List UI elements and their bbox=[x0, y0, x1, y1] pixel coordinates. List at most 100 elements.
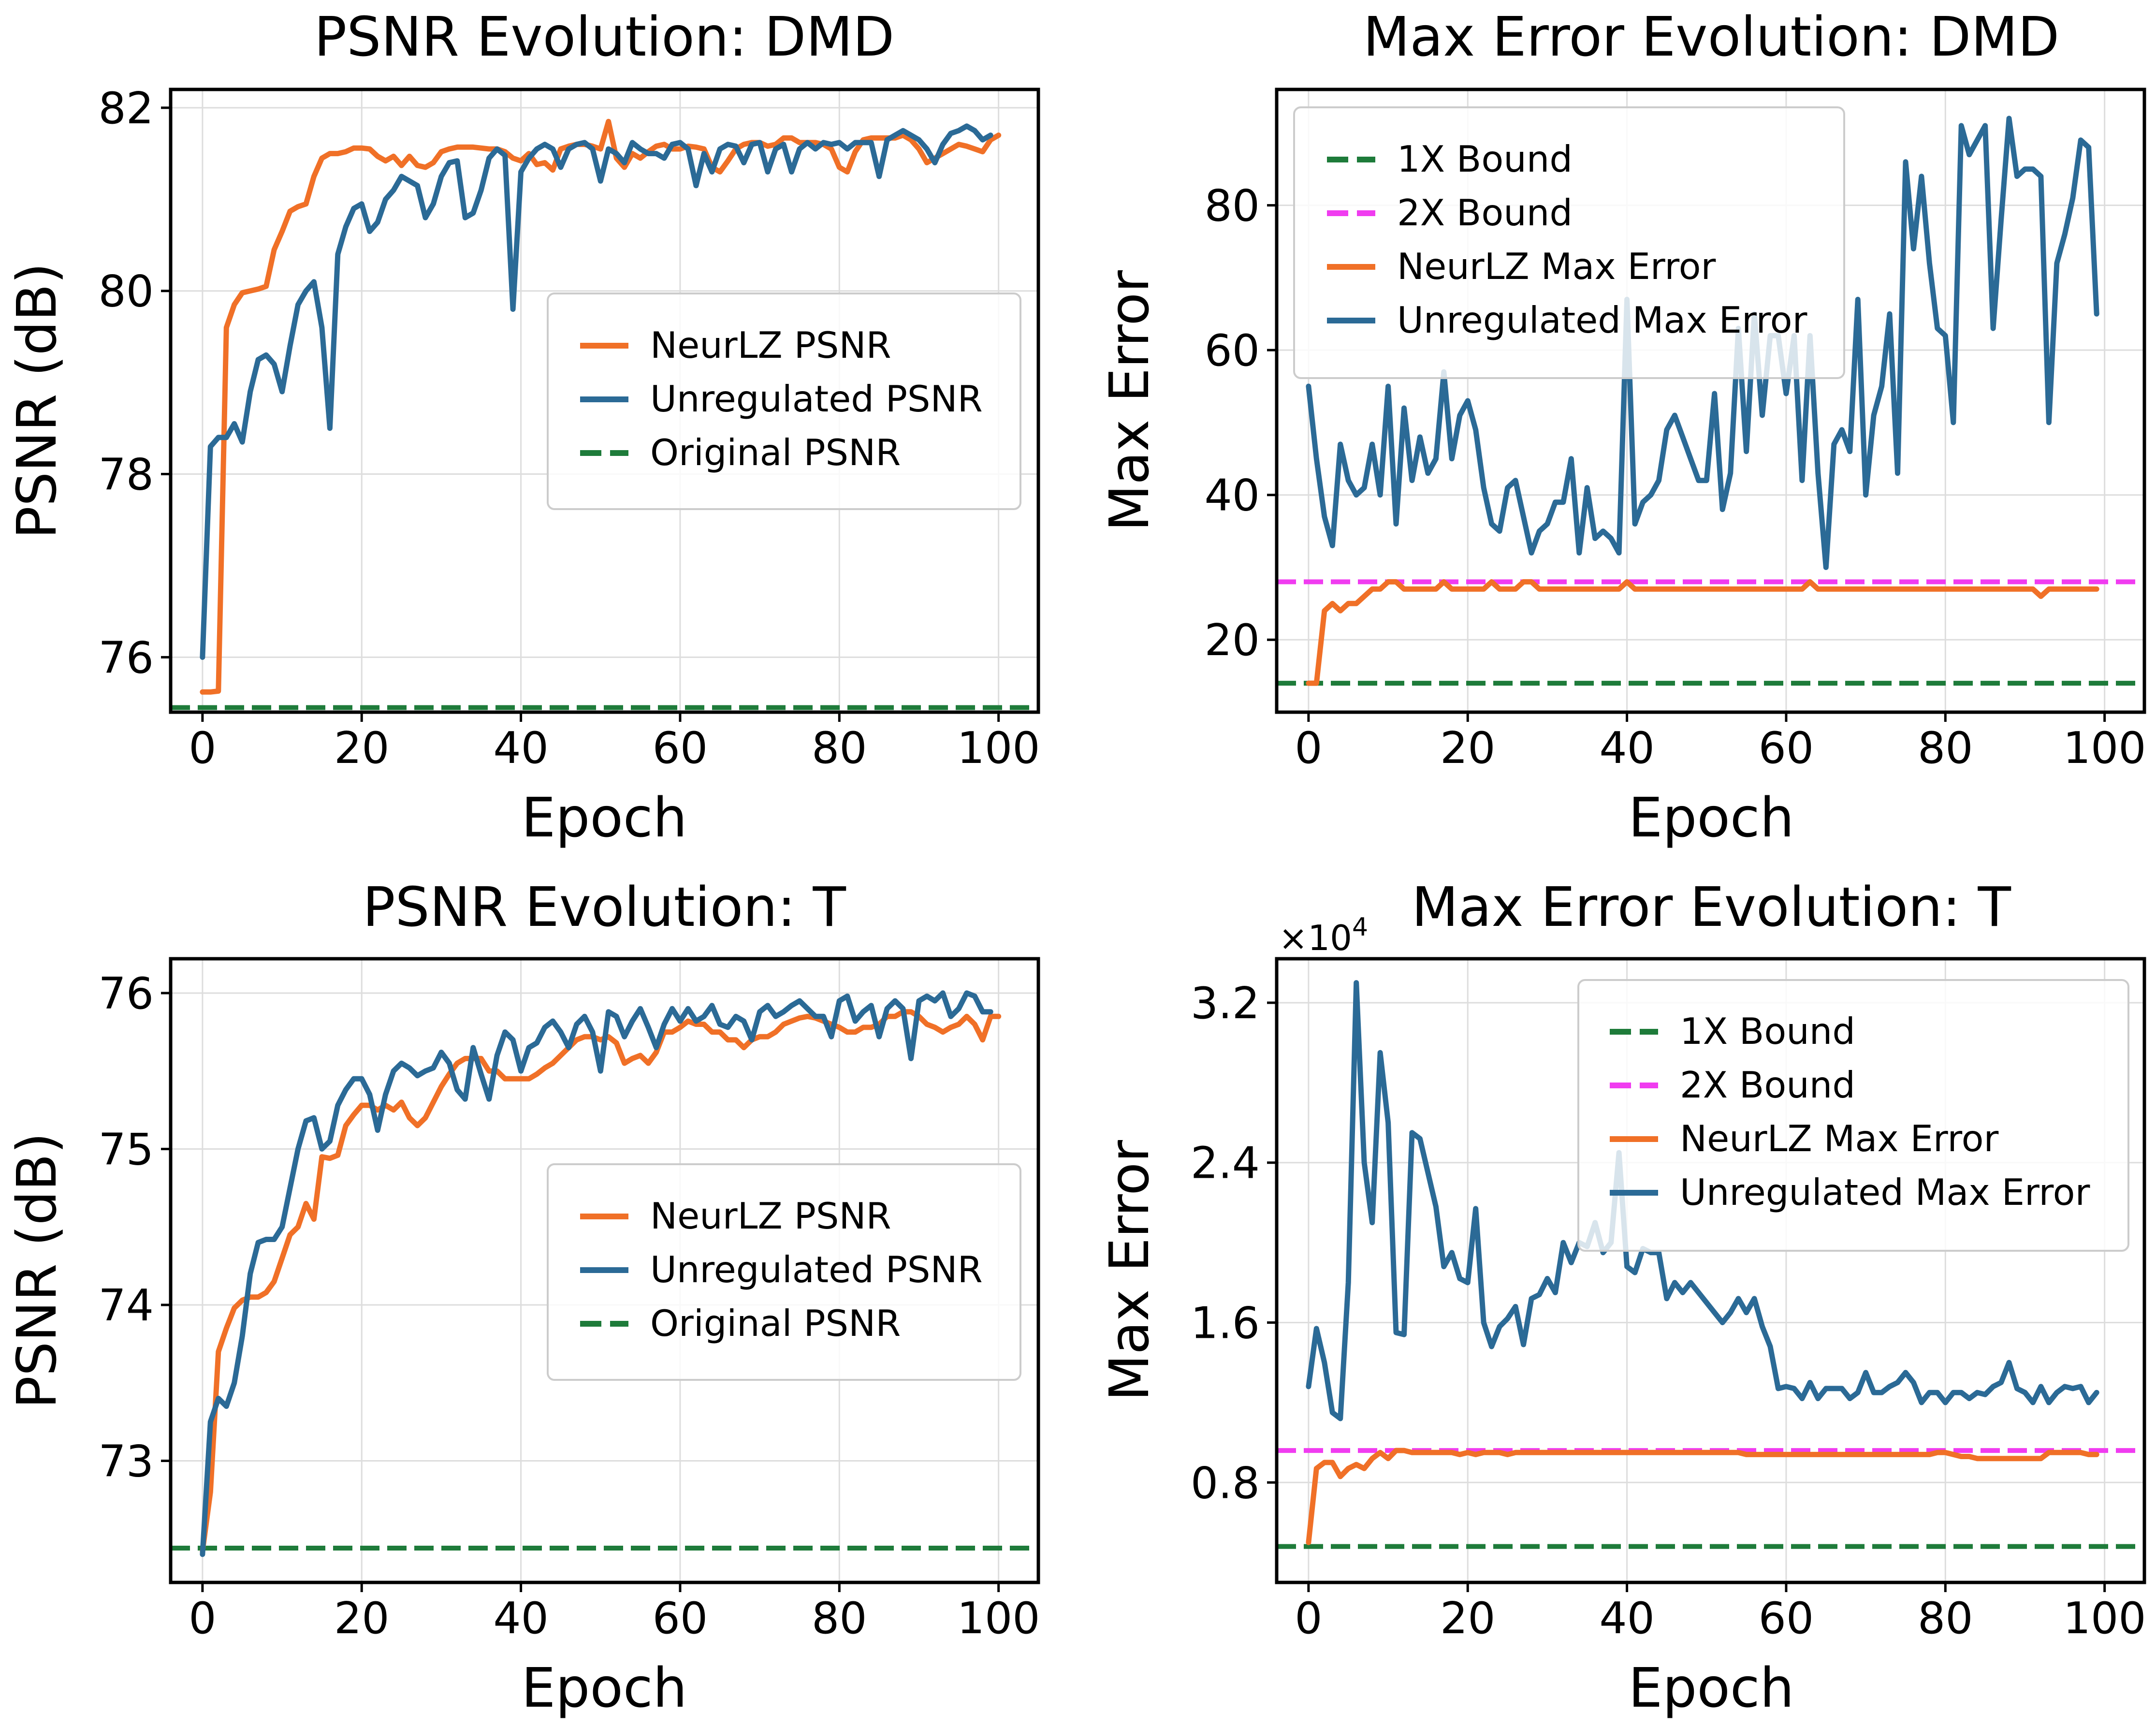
x-tick-label: 0 bbox=[189, 723, 216, 774]
series-lines bbox=[1306, 980, 2099, 1545]
x-tick-label: 0 bbox=[1295, 723, 1322, 774]
series-line-neurlz-psnr bbox=[200, 1009, 1002, 1554]
series-line-unregulated-max-error bbox=[1306, 116, 2099, 570]
y-tick-label: 82 bbox=[98, 83, 154, 134]
series-line-unregulated-max-error bbox=[1306, 980, 2099, 1421]
y-tick-label: 73 bbox=[98, 1436, 154, 1487]
x-axis-label: Epoch bbox=[522, 787, 687, 849]
series-line-neurlz-max-error bbox=[1306, 1448, 2099, 1545]
x-tick-label: 20 bbox=[334, 1593, 390, 1644]
y-tick-label: 76 bbox=[98, 968, 154, 1019]
y-tick-label: 3.2 bbox=[1191, 978, 1260, 1029]
x-tick-label: 40 bbox=[1599, 723, 1655, 774]
x-tick-label: 60 bbox=[653, 1593, 708, 1644]
x-ticks: 0 20 40 60 80 100 bbox=[189, 712, 1040, 774]
y-tick-label: 75 bbox=[98, 1124, 154, 1175]
y-tick-label: 60 bbox=[1204, 325, 1260, 376]
constant-lines bbox=[1277, 1448, 2144, 1549]
series-line-neurlz-psnr bbox=[200, 118, 1002, 695]
y-ticks: 73 74 75 76 bbox=[98, 968, 171, 1487]
y-ticks: 20 40 60 80 bbox=[1204, 181, 1277, 666]
legend-label: Original PSNR bbox=[650, 1302, 901, 1345]
y-tick-label: 20 bbox=[1204, 615, 1260, 666]
x-tick-label: 0 bbox=[1295, 1593, 1322, 1644]
legend-label: NeurLZ Max Error bbox=[1397, 245, 1716, 288]
legend: NeurLZ PSNR Unregulated PSNR Original PS… bbox=[547, 293, 1021, 510]
y-tick-label: 78 bbox=[98, 450, 154, 500]
legend: 1X Bound 2X Bound NeurLZ Max Error Unreg… bbox=[1577, 979, 2129, 1252]
series-lines bbox=[200, 118, 1002, 695]
y-tick-label: 1.6 bbox=[1191, 1298, 1260, 1349]
legend-label: Unregulated PSNR bbox=[650, 378, 983, 420]
y-tick-label: 80 bbox=[98, 266, 154, 317]
legend-label: 1X Bound bbox=[1397, 138, 1573, 180]
legend-label: 2X Bound bbox=[1680, 1064, 1855, 1106]
legend-label: NeurLZ Max Error bbox=[1680, 1117, 1998, 1160]
x-tick-label: 20 bbox=[1440, 723, 1496, 774]
x-tick-label: 40 bbox=[493, 1593, 549, 1644]
plot-frame bbox=[169, 88, 1040, 714]
chart-title: Max Error Evolution: T bbox=[1412, 876, 2011, 939]
chart-title: PSNR Evolution: T bbox=[363, 876, 846, 939]
x-tick-label: 80 bbox=[812, 1593, 867, 1644]
legend-label: Original PSNR bbox=[650, 431, 901, 474]
legend: NeurLZ PSNR Unregulated PSNR Original PS… bbox=[547, 1163, 1021, 1381]
y-tick-label: 2.4 bbox=[1191, 1138, 1260, 1189]
legend-label: NeurLZ PSNR bbox=[650, 1195, 891, 1237]
y-ticks: 76 78 80 82 bbox=[98, 83, 171, 683]
plot-frame bbox=[169, 957, 1040, 1584]
y-axis-label: Max Error bbox=[1098, 270, 1161, 531]
plot-frame bbox=[1275, 957, 2146, 1584]
plot-frame bbox=[1275, 88, 2146, 714]
legend-box bbox=[1577, 979, 2129, 1252]
x-axis-label: Epoch bbox=[522, 1657, 687, 1720]
series-lines bbox=[200, 990, 1002, 1557]
x-axis-label: Epoch bbox=[1629, 787, 1794, 849]
chart-title: Max Error Evolution: DMD bbox=[1363, 6, 2059, 69]
legend: 1X Bound 2X Bound NeurLZ Max Error Unreg… bbox=[1293, 106, 1845, 379]
y-tick-label: 80 bbox=[1204, 181, 1260, 232]
x-axis-label: Epoch bbox=[1629, 1657, 1794, 1720]
x-ticks: 0 20 40 60 80 100 bbox=[189, 1582, 1040, 1644]
x-tick-label: 20 bbox=[334, 723, 390, 774]
legend-label: Unregulated PSNR bbox=[650, 1248, 983, 1291]
x-tick-label: 80 bbox=[812, 723, 867, 774]
y-tick-label: 0.8 bbox=[1191, 1458, 1260, 1508]
legend-box bbox=[547, 1163, 1021, 1381]
y-multiplier-exp: 4 bbox=[1352, 913, 1368, 942]
x-tick-label: 100 bbox=[2063, 1593, 2146, 1644]
y-tick-label: 74 bbox=[98, 1280, 154, 1331]
legend-box bbox=[547, 293, 1021, 510]
y-ticks: 0.8 1.6 2.4 3.2 bbox=[1191, 978, 1277, 1508]
x-tick-label: 60 bbox=[1759, 1593, 1814, 1644]
x-tick-label: 80 bbox=[1918, 723, 1973, 774]
series-line-unregulated-psnr bbox=[200, 123, 993, 660]
x-tick-label: 100 bbox=[2063, 723, 2146, 774]
x-tick-label: 80 bbox=[1918, 1593, 1973, 1644]
series-line-unregulated-psnr bbox=[200, 990, 993, 1557]
x-tick-label: 40 bbox=[493, 723, 549, 774]
legend-label: Unregulated Max Error bbox=[1680, 1171, 2090, 1214]
x-tick-label: 20 bbox=[1440, 1593, 1496, 1644]
y-axis-label: Max Error bbox=[1098, 1140, 1161, 1401]
x-tick-label: 100 bbox=[957, 1593, 1040, 1644]
chart-title: PSNR Evolution: DMD bbox=[314, 6, 895, 69]
y-tick-label: 76 bbox=[98, 632, 154, 683]
panel-psnr-dmd: PSNR Evolution: DMD 0 20 40 60 80 100 76 78 80 8… bbox=[6, 6, 1040, 849]
x-tick-label: 40 bbox=[1599, 1593, 1655, 1644]
x-tick-label: 60 bbox=[1759, 723, 1814, 774]
x-tick-label: 60 bbox=[653, 723, 708, 774]
legend-box bbox=[1293, 106, 1845, 379]
x-tick-label: 0 bbox=[189, 1593, 216, 1644]
y-multiplier-base: ×10 bbox=[1279, 918, 1352, 958]
y-tick-label: 40 bbox=[1204, 470, 1260, 521]
panel-maxerror-t: Max Error Evolution: T 0 20 40 60 80 100 0.8 1… bbox=[1098, 876, 2146, 1720]
constant-lines bbox=[1277, 579, 2144, 686]
legend-label: 1X Bound bbox=[1680, 1010, 1855, 1053]
series-line-neurlz-max-error bbox=[1306, 579, 2099, 686]
panel-psnr-t: PSNR Evolution: T 0 20 40 60 80 100 73747576 … bbox=[6, 876, 1040, 1720]
legend-label: NeurLZ PSNR bbox=[650, 324, 891, 366]
x-ticks: 0 20 40 60 80 100 bbox=[1295, 712, 2146, 774]
x-tick-label: 100 bbox=[957, 723, 1040, 774]
